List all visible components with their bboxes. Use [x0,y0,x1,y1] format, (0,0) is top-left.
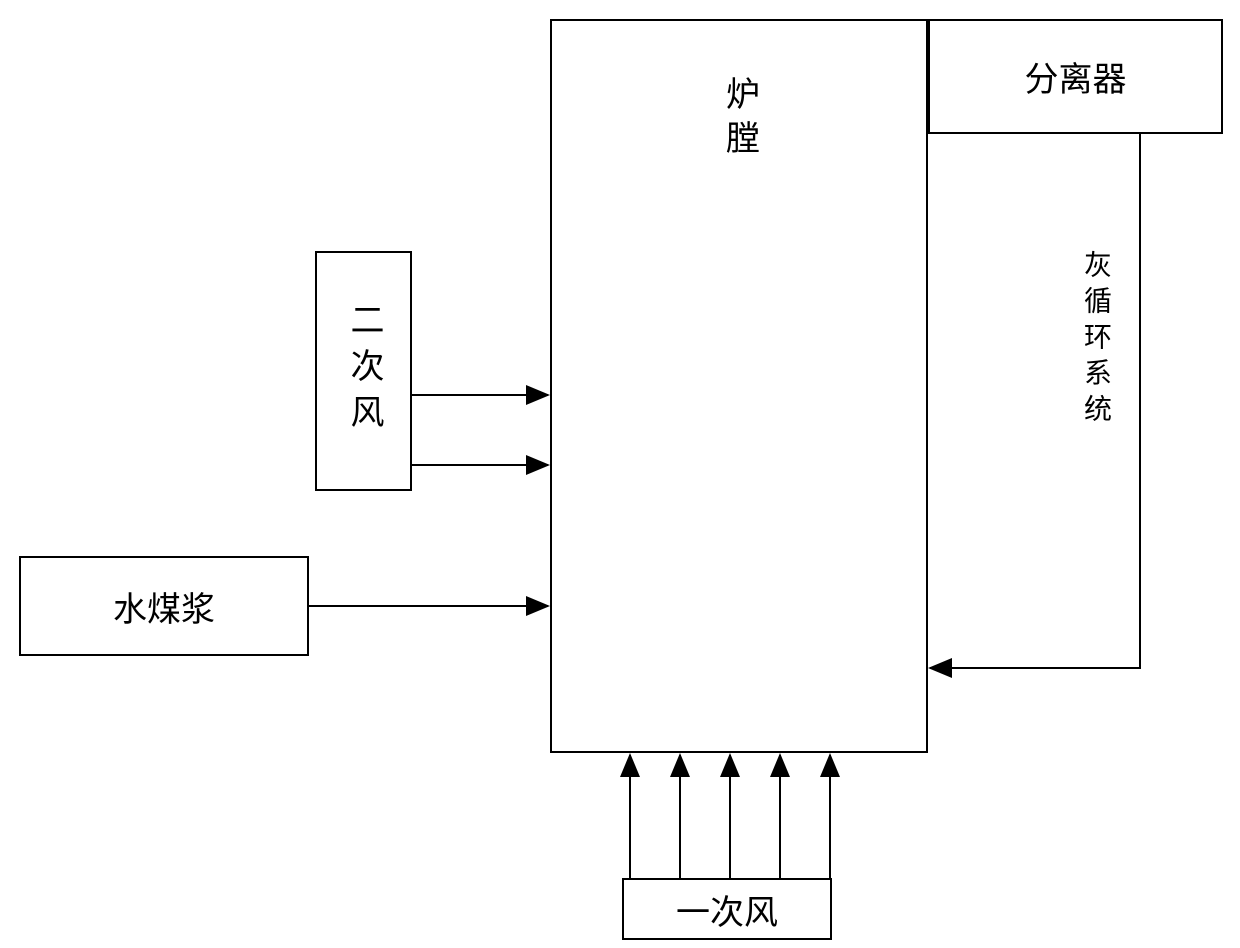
primary-air-label: 一次风 [676,885,778,934]
secondary-air-box: 二次风 [315,251,412,491]
furnace-label: 炉膛 [715,76,764,164]
primary-air-box: 一次风 [622,878,832,940]
ash-recycle-label: 灰循环系统 [1075,250,1115,430]
coal-slurry-box: 水煤浆 [19,556,309,656]
separator-label: 分离器 [1025,52,1127,101]
secondary-air-label: 二次风 [339,302,388,440]
furnace-box: 炉膛 [550,19,928,753]
separator-box: 分离器 [928,19,1223,134]
coal-slurry-label: 水煤浆 [113,582,215,631]
